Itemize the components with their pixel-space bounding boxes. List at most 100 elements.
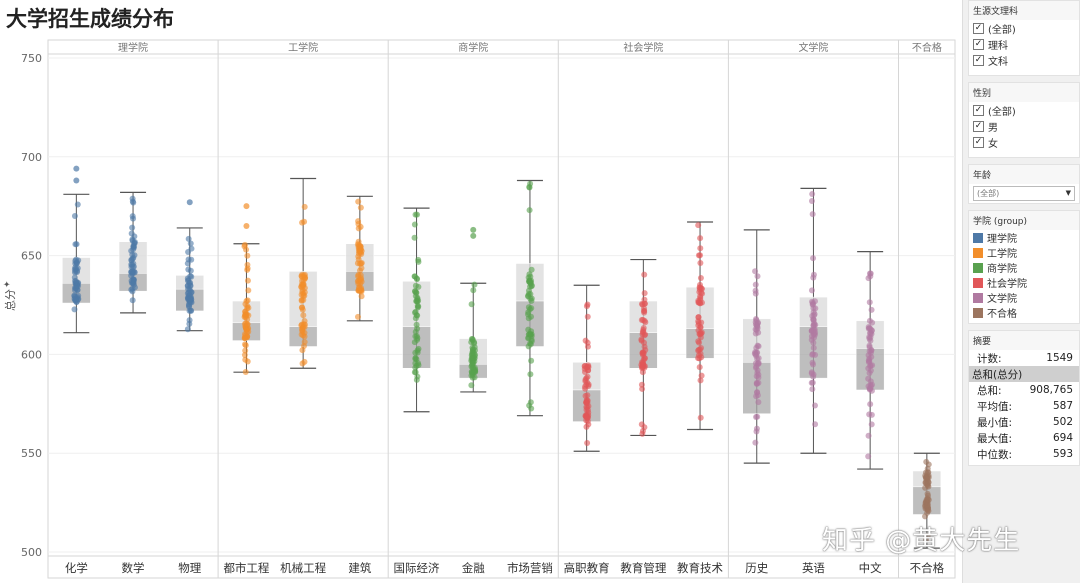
data-point	[584, 439, 591, 446]
data-point	[811, 402, 818, 409]
data-point	[470, 367, 477, 374]
data-point	[525, 287, 532, 294]
filter-gender-option-male[interactable]: ✓ 男	[973, 120, 998, 134]
outlier-point	[73, 177, 80, 184]
data-point	[868, 411, 875, 418]
data-point	[357, 204, 364, 211]
data-point	[471, 281, 478, 288]
legend-item[interactable]: 商学院	[969, 260, 1079, 275]
data-point	[697, 377, 704, 384]
data-point	[583, 381, 590, 388]
summary-value: 694	[1052, 432, 1073, 444]
data-point	[922, 472, 929, 479]
data-point	[752, 268, 759, 275]
data-point	[243, 298, 250, 305]
data-point	[867, 401, 874, 408]
data-point	[697, 414, 704, 421]
data-point	[73, 278, 80, 285]
filter-subject-option-arts[interactable]: ✓ 文科	[973, 54, 1008, 68]
data-point	[696, 364, 703, 371]
filter-gender-option-female[interactable]: ✓ 女	[973, 136, 998, 150]
data-point	[642, 347, 649, 354]
legend-label: 商学院	[987, 264, 1017, 275]
legend-swatch	[973, 232, 983, 243]
data-point	[753, 322, 760, 329]
data-point	[584, 301, 591, 308]
data-point	[752, 281, 759, 288]
data-point	[526, 278, 533, 285]
data-point	[129, 213, 136, 220]
group-header: 社会学院	[623, 41, 663, 54]
data-point	[754, 342, 761, 349]
summary-row: 最小值: 502	[969, 414, 1079, 430]
checkbox-checked-icon[interactable]: ✓	[973, 38, 984, 50]
data-point	[130, 277, 137, 284]
checkbox-checked-icon[interactable]: ✓	[973, 120, 984, 132]
x-tick-label: 市场营销	[507, 561, 553, 575]
x-tick-label: 高职教育	[564, 561, 610, 575]
filter-subject-option-science[interactable]: ✓ 理科	[973, 38, 1008, 52]
data-point	[468, 335, 475, 342]
data-point	[301, 358, 308, 365]
data-point	[697, 260, 704, 267]
pin-icon: ✦	[3, 280, 13, 288]
summary-value: 502	[1052, 416, 1073, 428]
data-point	[185, 278, 192, 285]
data-point	[299, 219, 306, 226]
data-point	[809, 211, 816, 218]
data-point	[358, 278, 365, 285]
outlier-point	[470, 226, 477, 233]
data-point	[641, 424, 648, 431]
data-point	[641, 339, 648, 346]
summary-row: 计数: 1549	[969, 350, 1079, 366]
data-point	[695, 222, 702, 229]
data-point	[866, 317, 873, 324]
data-point	[924, 490, 931, 497]
y-tick-label: 600	[21, 348, 42, 361]
x-tick-label: 英语	[802, 561, 825, 575]
filter-subject-title: 生源文理科	[969, 1, 1079, 20]
legend-item[interactable]: 文学院	[969, 290, 1079, 305]
data-point	[697, 294, 704, 301]
checkbox-checked-icon[interactable]: ✓	[973, 54, 984, 66]
dropdown-arrow-icon[interactable]: ▼	[1065, 189, 1071, 197]
data-point	[301, 203, 308, 210]
data-point	[411, 221, 418, 228]
data-point	[413, 298, 420, 305]
y-tick-label: 700	[21, 151, 42, 164]
data-point	[528, 313, 535, 320]
legend-item[interactable]: 工学院	[969, 245, 1079, 260]
legend-item[interactable]: 不合格	[969, 305, 1079, 320]
x-tick-label: 教育管理	[620, 561, 666, 575]
summary-row[interactable]: 总和(总分)	[969, 366, 1079, 382]
filter-subject-option-all[interactable]: ✓ (全部)	[973, 22, 1016, 36]
legend-swatch	[973, 292, 983, 303]
data-point	[808, 379, 815, 386]
legend-item[interactable]: 社会学院	[969, 275, 1079, 290]
data-point	[413, 376, 420, 383]
data-point	[641, 271, 648, 278]
legend-item[interactable]: 理学院	[969, 230, 1079, 245]
summary-value: 587	[1052, 400, 1073, 412]
data-point	[641, 300, 648, 307]
checkbox-checked-icon[interactable]: ✓	[973, 22, 984, 34]
x-tick-label: 教育技术	[677, 561, 723, 575]
data-point	[751, 350, 758, 357]
outlier-point	[243, 222, 250, 229]
checkbox-checked-icon[interactable]: ✓	[973, 104, 984, 116]
outlier-point	[186, 199, 193, 206]
x-tick-label: 都市工程	[223, 561, 269, 575]
data-point	[753, 414, 760, 421]
filter-gender-option-all[interactable]: ✓ (全部)	[973, 104, 1016, 118]
data-point	[866, 299, 873, 306]
x-tick-label: 机械工程	[280, 561, 326, 575]
data-point	[242, 341, 249, 348]
age-dropdown[interactable]: (全部) ▼	[973, 186, 1075, 201]
data-point	[411, 369, 418, 376]
filter-subject-panel: 生源文理科 ✓ (全部) ✓ 理科 ✓ 文科	[968, 0, 1080, 76]
data-point	[300, 312, 307, 319]
checkbox-checked-icon[interactable]: ✓	[973, 136, 984, 148]
summary-label: 最大值:	[977, 432, 1013, 445]
data-point	[585, 364, 592, 371]
